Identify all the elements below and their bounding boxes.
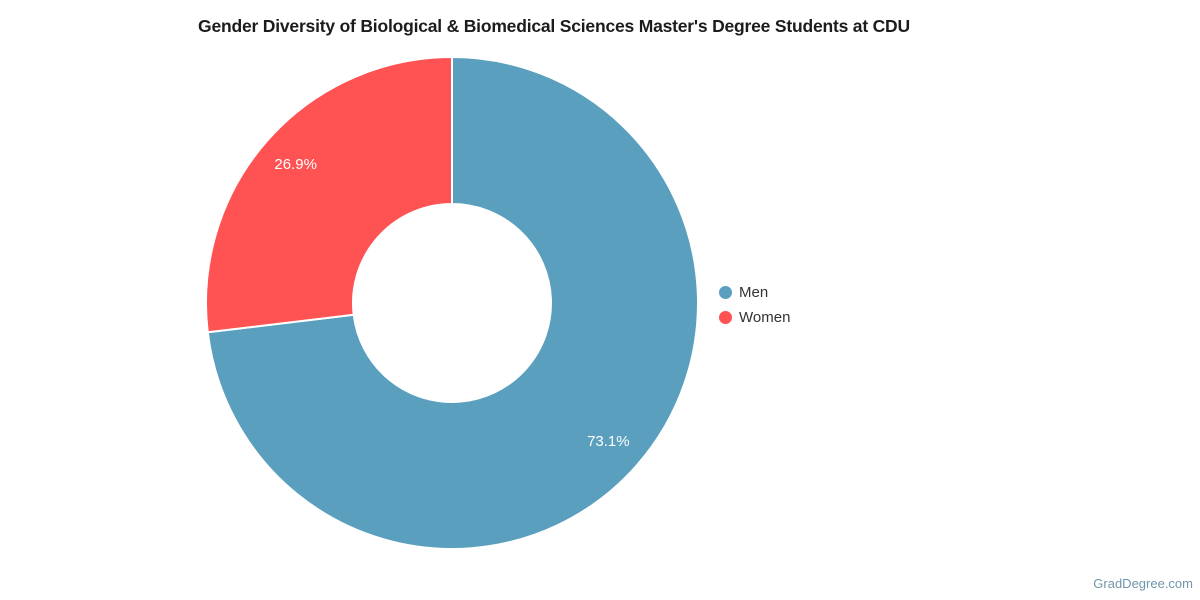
legend-item-men[interactable]: Men: [719, 280, 790, 305]
legend-label-men: Men: [739, 284, 769, 301]
legend-marker-women-icon: [719, 311, 732, 324]
legend-label-women: Women: [739, 309, 791, 326]
slice-men[interactable]: [206, 55, 699, 550]
slice-women[interactable]: [205, 55, 453, 334]
chart-title: Gender Diversity of Biological & Biomedi…: [198, 16, 910, 36]
watermark-link[interactable]: GradDegree.com: [1093, 576, 1193, 591]
legend-item-women[interactable]: Women: [719, 305, 790, 330]
slice-value-label-men: 73.1%: [587, 433, 630, 450]
legend: Men Women: [719, 280, 790, 330]
slice-value-label-women: 26.9%: [274, 156, 317, 173]
legend-marker-men-icon: [719, 286, 732, 299]
